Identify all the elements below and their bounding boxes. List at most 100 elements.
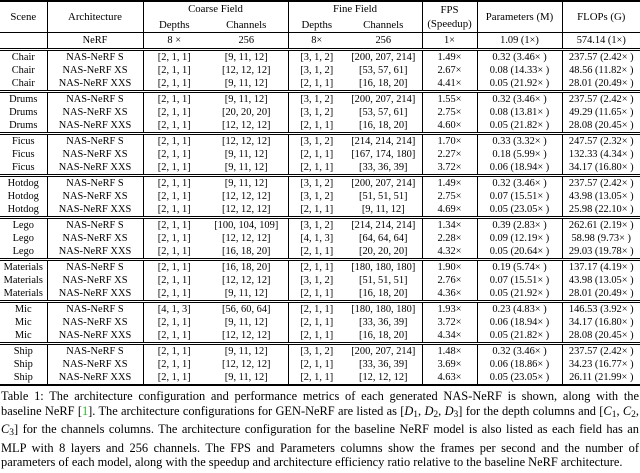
cell-fine-channels: [180, 180, 180] [345,300,423,316]
cell-flops: 262.61 (2.19× ) [562,216,640,232]
cell-architecture: NeRF [47,32,144,50]
cell-coarse-depths: [4, 1, 3] [143,300,205,316]
cell-architecture: NAS-NeRF XS [47,190,144,203]
cell-architecture: NAS-NeRF XXS [47,119,144,134]
cell-flops: 26.11 (21.99× ) [569,372,634,383]
cell-scene: Mic [0,300,48,316]
cell-fine-depths: [3, 1, 2] [300,65,334,76]
cell-flops: 58.98 (9.73× ) [571,233,632,244]
cell-coarse-channels: [16, 18, 20] [205,245,289,260]
cell-fine-channels: [53, 57, 61] [345,64,423,77]
cell-fine-channels: [200, 207, 214] [345,90,423,106]
table-row: Ship NAS-NeRF XXS [2, 1, 1] [9, 11, 12] … [0,371,640,385]
cell-coarse-depths: [2, 1, 1] [157,288,191,299]
cell-parameters: 0.23 (4.83× ) [477,300,563,316]
cell-coarse-channels: [9, 11, 12] [205,90,289,106]
cell-coarse-channels: [12, 12, 12] [205,64,289,77]
cell-scene: Ship [0,358,48,371]
cell-fps: 2.75× [422,190,478,203]
cell-fine-channels: [51, 51, 51] [345,190,423,203]
cell-parameters: 0.08 (13.81× ) [477,106,563,119]
caption-segment: 1 [611,409,617,420]
table-row: Hotdog NAS-NeRF S [2, 1, 1] [9, 11, 12] … [0,174,640,190]
table-row: Mic NAS-NeRF XS [2, 1, 1] [9, 11, 12] [2… [0,316,640,329]
cell-fps: 2.27× [422,148,478,161]
cell-scene: Chair [0,64,48,77]
cell-coarse-channels: [16, 18, 20] [205,258,289,274]
cell-flops: 137.17 (4.19× ) [562,258,640,274]
cell-fine-channels: [214, 214, 214] [345,132,423,148]
cell-flops: 28.01 (20.49× ) [568,78,634,89]
cell-scene: Hotdog [0,190,48,203]
cell-scene: Ficus [0,132,48,148]
cell-scene: Ficus [0,161,48,176]
cell-scene: Ship [0,342,48,358]
cell-scene: Chair [0,48,48,64]
cell-fps: 1× [422,32,478,50]
cell-parameters: 0.07 (15.51× ) [477,190,563,203]
cell-parameters: 0.06 (18.94× ) [477,316,563,329]
cell-fine-depths: [2, 1, 1] [300,246,334,257]
caption-segment: D [404,403,414,418]
table-row: Mic NAS-NeRF S [4, 1, 3] [56, 60, 64] [2… [0,300,640,316]
cell-parameters: 0.32 (3.46× ) [477,342,563,358]
cell-fine-depths: [3, 1, 2] [288,216,346,232]
cell-coarse-channels: [9, 11, 12] [205,161,289,176]
cell-fine-depths: [2, 1, 1] [300,149,334,160]
architecture-table: Scene Architecture Coarse Field Fine Fie… [0,0,640,386]
cell-coarse-depths: [2, 1, 1] [157,120,191,131]
cell-coarse-channels: [9, 11, 12] [205,48,289,64]
cell-fps: 1.34× [422,216,478,232]
table-row: Lego NAS-NeRF S [2, 1, 1] [100, 104, 109… [0,216,640,232]
table-row: Ficus NAS-NeRF XXS [2, 1, 1] [9, 11, 12]… [0,161,640,176]
cell-scene: Lego [0,216,48,232]
cell-flops: 43.98 (13.05× ) [568,191,634,202]
cell-coarse-channels: [12, 12, 12] [205,329,289,344]
cell-parameters: 0.18 (5.99× ) [477,148,563,161]
cell-scene: Hotdog [0,203,48,218]
cell-architecture: NAS-NeRF XXS [47,161,144,176]
cell-fine-depths: [2, 1, 1] [300,204,334,215]
cell-fine-depths: [2, 1, 1] [300,372,334,383]
cell-coarse-depths: [2, 1, 1] [157,162,191,173]
cell-fine-channels: [51, 51, 51] [345,274,423,287]
cell-coarse-channels: [12, 12, 12] [205,190,289,203]
cell-architecture: NAS-NeRF XXS [47,329,144,344]
cell-fps: 4.34× [422,329,478,344]
cell-fine-depths: [3, 1, 2] [288,90,346,106]
cell-fine-channels: [16, 18, 20] [345,329,423,344]
table-row: Materials NAS-NeRF S [2, 1, 1] [16, 18, … [0,258,640,274]
table-body: NeRF 8 × 256 8× 256 1× 1.09 (1×) 574.14 … [0,32,640,385]
cell-coarse-depths: [2, 1, 1] [157,107,191,118]
cell-coarse-depths: [2, 1, 1] [157,191,191,202]
table-row: Mic NAS-NeRF XXS [2, 1, 1] [12, 12, 12] … [0,329,640,344]
cell-parameters: 0.05 (21.82× ) [477,329,563,344]
cell-parameters: 0.05 (23.05× ) [477,371,563,385]
cell-architecture: NAS-NeRF XS [47,232,144,245]
cell-fine-channels: [16, 18, 20] [345,287,423,302]
cell-coarse-channels: [56, 60, 64] [205,300,289,316]
cell-scene: Materials [0,258,48,274]
baseline-row: NeRF 8 × 256 8× 256 1× 1.09 (1×) 574.14 … [0,32,640,50]
cell-coarse-depths: [2, 1, 1] [157,359,191,370]
cell-architecture: NAS-NeRF XS [47,106,144,119]
cell-parameters: 0.19 (5.74× ) [477,258,563,274]
citation-link[interactable]: 1 [81,403,89,418]
caption-segment: , [635,403,639,418]
cell-scene: Lego [0,232,48,245]
cell-flops: 146.53 (3.92× ) [562,300,640,316]
cell-flops: 34.23 (16.77× ) [568,359,634,370]
cell-scene: Chair [0,77,48,92]
table-row: Materials NAS-NeRF XS [2, 1, 1] [12, 12,… [0,274,640,287]
cell-fine-depths: 8× [288,32,346,50]
cell-fine-depths: [2, 1, 1] [300,317,334,328]
cell-flops: 132.33 (4.34× ) [568,149,634,160]
cell-coarse-depths: [2, 1, 1] [157,275,191,286]
cell-coarse-depths: [2, 1, 1] [143,342,205,358]
cell-fine-channels: [200, 207, 214] [345,342,423,358]
cell-coarse-depths: [2, 1, 1] [143,216,205,232]
caption-segment: 2 [631,409,636,420]
header-architecture: Architecture [47,1,144,33]
cell-fine-channels: [33, 36, 39] [345,358,423,371]
